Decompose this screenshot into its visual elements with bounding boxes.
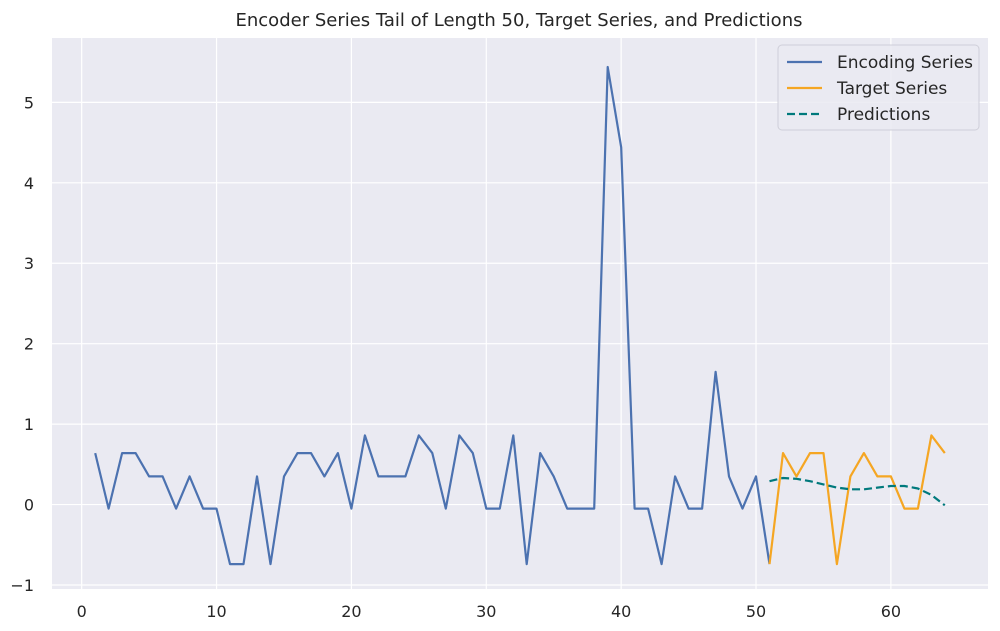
- gridlines: [52, 38, 988, 589]
- series-line-0: [94, 65, 771, 566]
- x-tick-label: 50: [746, 602, 766, 621]
- x-tick-label: 40: [611, 602, 631, 621]
- x-tick-label: 10: [206, 602, 226, 621]
- y-tick-label: 0: [24, 496, 34, 515]
- y-tick-label: 4: [24, 174, 34, 193]
- y-tick-label: 1: [24, 415, 34, 434]
- tick-labels: 0 10 20 30 40 50 60 −1 0 1 2 3 4 5: [10, 93, 901, 621]
- x-tick-label: 30: [476, 602, 496, 621]
- x-tick-label: 20: [341, 602, 361, 621]
- y-tick-label: 3: [24, 254, 34, 273]
- x-tick-label: 0: [77, 602, 87, 621]
- series-line-2: [769, 476, 946, 507]
- x-tick-label: 60: [881, 602, 901, 621]
- legend-label-0: Encoding Series: [837, 53, 973, 73]
- legend-box: [777, 44, 980, 131]
- y-tick-label: −1: [10, 576, 34, 595]
- series-lines: [94, 65, 946, 566]
- chart-title: Encoder Series Tail of Length 50, Target…: [236, 10, 803, 31]
- series-line-1: [768, 434, 946, 566]
- y-tick-label: 2: [24, 335, 34, 354]
- y-tick-label: 5: [24, 93, 34, 112]
- legend-label-1: Target Series: [836, 79, 947, 99]
- legend: Encoding Series Target Series Predictions: [777, 44, 980, 131]
- legend-label-2: Predictions: [837, 105, 930, 125]
